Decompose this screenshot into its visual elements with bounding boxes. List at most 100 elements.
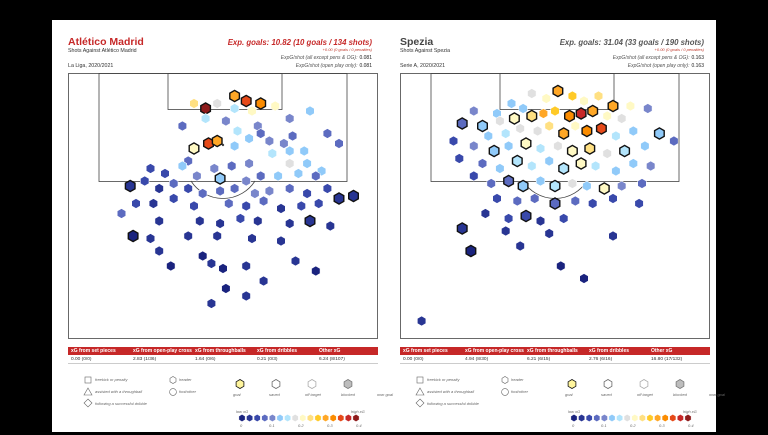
stat-label: ExpG/shot (open play only): [627, 63, 690, 69]
shot-marker [169, 178, 179, 189]
shot-marker [504, 140, 514, 152]
stat-value: 0.163 [691, 55, 704, 61]
legend-label: following a successful dribble [95, 401, 147, 406]
legend-xg-swatch [585, 414, 593, 422]
shot-marker [495, 115, 505, 127]
stat-value: 0.163 [691, 63, 704, 69]
shot-marker [230, 140, 240, 152]
shot-marker [148, 198, 158, 209]
shot-marker [241, 175, 251, 187]
shot-marker [501, 225, 511, 237]
shot-marker [247, 233, 257, 244]
shot-marker [212, 230, 222, 242]
shot-marker [218, 263, 228, 274]
table-cell: 0.21 (0/3) [257, 356, 278, 362]
shot-marker [285, 183, 295, 194]
stat-value: 0.081 [359, 55, 372, 61]
legend-tick-label: 0 [240, 423, 243, 428]
shot-marker [322, 128, 332, 139]
six-yard-box [167, 73, 283, 110]
shot-marker [582, 180, 592, 192]
legend-tick-label: 0.3 [659, 423, 665, 428]
shot-marker-goal [240, 94, 252, 108]
shot-marker [206, 258, 216, 269]
shot-marker-goal [607, 99, 619, 113]
shot-marker [570, 120, 580, 132]
shot-marker [244, 133, 254, 144]
shot-marker-goal [653, 127, 665, 140]
shot-marker [593, 90, 604, 102]
legend-outcome-marker [307, 379, 317, 389]
shot-marker-goal [520, 209, 532, 223]
shot-marker [270, 100, 280, 112]
legend-xg-swatch [238, 414, 246, 422]
legend-xg-swatch [246, 414, 253, 422]
legend-triangle-icon [415, 387, 425, 396]
shot-marker [506, 98, 517, 109]
shot-marker [285, 218, 295, 229]
legend-low-label: low xG [236, 409, 249, 414]
shot-marker-goal [477, 119, 488, 133]
shot-marker [567, 90, 577, 102]
table-cell: 0.00 (0/0) [71, 356, 92, 362]
shot-marker [285, 158, 295, 169]
shot-marker-goal [511, 154, 523, 168]
shot-marker [215, 185, 225, 197]
shot-marker [253, 120, 263, 132]
table-header-cell: xG from throughballs [195, 348, 246, 354]
shot-marker [279, 138, 289, 149]
shot-marker [535, 143, 546, 154]
legend-diamond-icon [415, 398, 425, 408]
legend-xg-swatch [352, 414, 360, 422]
shot-marker-goal [508, 112, 520, 125]
stat-label: ExpG/shot (open play only): [295, 63, 358, 69]
legend-xg-swatch [299, 414, 307, 422]
shot-marker [230, 183, 240, 194]
shot-marker [617, 113, 627, 124]
table-header-cell: xG from set pieces [403, 348, 448, 354]
shot-marker [570, 195, 580, 207]
shot-marker [579, 273, 589, 284]
shot-marker [201, 113, 211, 124]
shot-marker-goal [456, 222, 468, 235]
expected-goals-summary: Exp. goals: 10.82 (10 goals / 134 shots) [227, 38, 372, 47]
shot-marker [259, 195, 269, 207]
report-sheet: Atlético Madrid Shots Against Atlético M… [52, 20, 725, 432]
shot-marker-goal [304, 214, 316, 228]
shot-marker [276, 203, 286, 214]
shot-marker-goal [203, 137, 214, 150]
legend-xg-swatch [307, 414, 314, 422]
table-cell: 1.64 (0/6) [195, 356, 216, 362]
shot-marker [602, 110, 612, 122]
shot-marker [206, 298, 216, 309]
legend-tick-label: 0.1 [601, 423, 607, 428]
expg-per-shot-all: ExpG/shot (all except pens & OG): 0.081 [281, 55, 372, 61]
shot-marker [579, 95, 589, 107]
shot-marker [264, 185, 274, 197]
shot-marker [591, 160, 601, 172]
shot-marker [209, 163, 219, 174]
shot-marker [198, 250, 208, 262]
legend-outcome-label: own goal [709, 392, 726, 397]
shot-marker-goal [200, 102, 212, 115]
legend-low-label: low xG [568, 409, 581, 414]
shot-marker [169, 193, 179, 204]
legend-outcome-marker [567, 379, 577, 389]
shot-marker [527, 88, 537, 99]
shot-marker [198, 188, 208, 199]
legend-outcome-label: off target [637, 392, 653, 397]
expected-goals-summary: Exp. goals: 31.04 (33 goals / 190 shots) [559, 38, 704, 47]
shot-marker [296, 200, 306, 212]
legend-xg-swatch [269, 414, 276, 422]
shot-marker [535, 175, 546, 187]
shot-marker [512, 195, 522, 207]
team-name: Atlético Madrid [68, 36, 144, 48]
legend-label: header [179, 377, 192, 382]
table-cell: 0.00 (0/0) [403, 356, 424, 362]
legend-hexagon-icon [169, 376, 177, 384]
shot-marker [535, 215, 546, 227]
shot-marker [417, 315, 427, 327]
table-header-cell: xG from dribbles [589, 348, 630, 354]
shot-marker [492, 108, 502, 119]
shot-marker [544, 228, 554, 239]
